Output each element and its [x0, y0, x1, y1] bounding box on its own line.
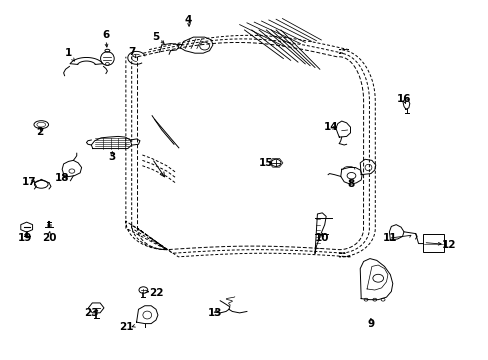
Text: 20: 20 [41, 233, 56, 243]
Text: 8: 8 [347, 179, 354, 189]
Text: 15: 15 [259, 158, 273, 168]
Text: 19: 19 [18, 233, 32, 243]
Text: 9: 9 [366, 319, 374, 329]
Text: 6: 6 [102, 30, 109, 40]
Text: 21: 21 [120, 322, 134, 332]
Text: 16: 16 [396, 94, 410, 104]
Text: 10: 10 [314, 233, 329, 243]
Text: 2: 2 [36, 127, 43, 137]
Text: 11: 11 [382, 233, 397, 243]
Text: 12: 12 [441, 240, 455, 250]
Text: 4: 4 [184, 15, 192, 25]
Text: 1: 1 [65, 48, 72, 58]
Text: 13: 13 [208, 308, 222, 318]
Text: 22: 22 [148, 288, 163, 297]
Text: 3: 3 [108, 152, 116, 162]
Text: 5: 5 [152, 32, 159, 42]
Text: 18: 18 [55, 173, 69, 183]
Text: 7: 7 [128, 47, 135, 57]
Text: 14: 14 [323, 122, 338, 132]
Text: 17: 17 [22, 177, 37, 187]
Text: 23: 23 [84, 308, 99, 318]
